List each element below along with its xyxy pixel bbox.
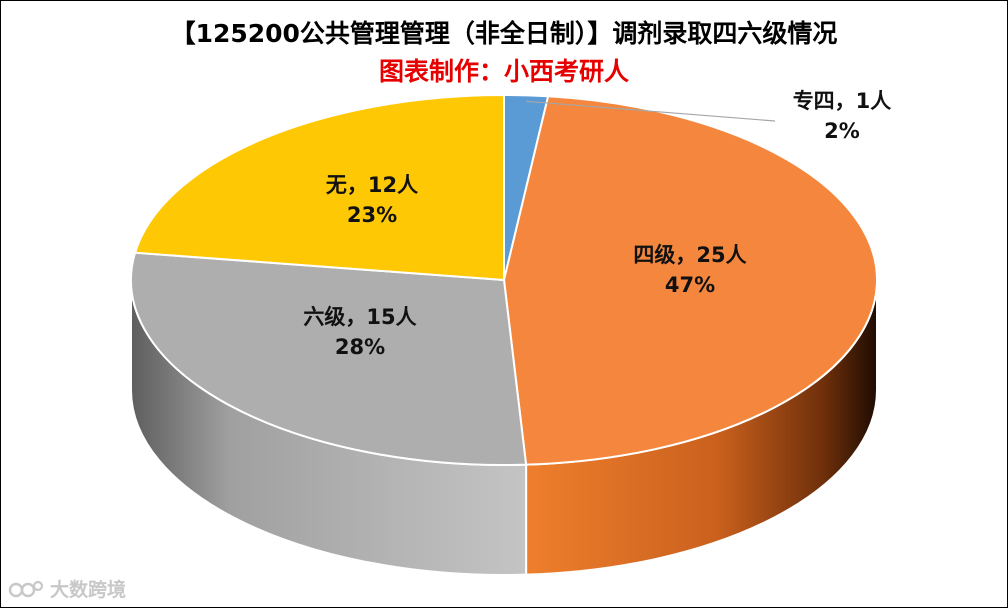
pie-slice-3: [133, 93, 505, 282]
slice-label-count-3: 无，12人: [326, 173, 418, 197]
watermark: 大数跨境: [8, 575, 126, 602]
pie-slice-2: [130, 251, 528, 466]
watermark-text: 大数跨境: [50, 579, 127, 601]
leader-line-0: [526, 100, 776, 122]
slice-label-count-2: 六级，15人: [303, 305, 416, 329]
chart-subtitle: 图表制作：小西考研人: [378, 57, 629, 86]
slice-label-percent-3: 23%: [347, 203, 397, 227]
slice-label-count-1: 四级，25人: [633, 243, 746, 267]
slice-label-percent-2: 28%: [335, 335, 385, 359]
slice-label-percent-0: 2%: [824, 119, 860, 143]
pie-slice-1: [502, 95, 878, 466]
chart-title: 【125200公共管理管理（非全日制）】调剂录取四六级情况: [170, 19, 838, 48]
watermark-logo-icon: [8, 580, 44, 597]
slice-label-percent-1: 47%: [665, 273, 715, 297]
slice-label-count-0: 专四，1人: [793, 89, 892, 113]
